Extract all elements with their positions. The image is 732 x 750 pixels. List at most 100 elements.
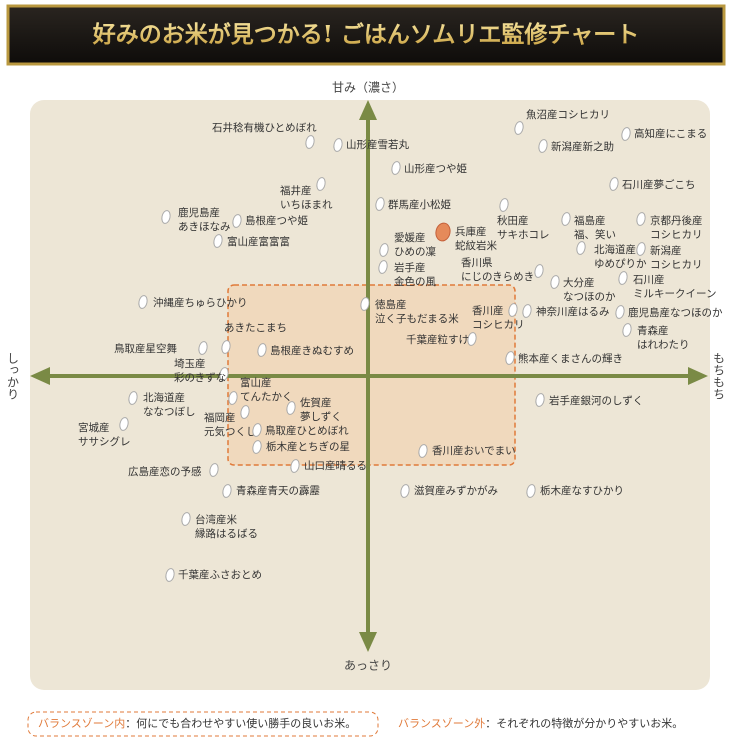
rice-grain — [576, 241, 586, 255]
rice-label: ササシグレ — [78, 435, 131, 448]
rice-grain — [252, 440, 262, 454]
header-title: 好みのお米が見つかる! ごはんソムリエ監修チャート — [92, 21, 639, 48]
rice-label: 蛇紋岩米 — [455, 239, 497, 252]
rice-label: にじのきらめき — [461, 271, 534, 283]
rice-grain — [621, 127, 631, 141]
rice-grain — [316, 177, 326, 191]
rice-grain — [119, 417, 129, 431]
rice-label: 鳥取産ひとめぼれ — [265, 424, 349, 437]
rice-label: 福島産 — [574, 214, 606, 227]
legend-outside: バランスゾーン外：それぞれの特徴が分かりやすいお米。 — [398, 716, 683, 730]
rice-label: コシヒカリ — [472, 319, 525, 331]
rice-grain — [514, 121, 524, 135]
axis-right-label: もちもち — [712, 352, 726, 400]
rice-label: ゆめぴりか — [594, 258, 647, 270]
rice-label: 福、笑い — [574, 228, 616, 241]
rice-label: 島根産つや姫 — [245, 214, 308, 227]
rice-grain — [209, 463, 219, 477]
rice-label: 滋賀産みずかがみ — [414, 484, 498, 497]
rice-grain — [252, 423, 262, 437]
rice-grain — [161, 210, 171, 224]
axes — [30, 100, 708, 652]
rice-label: 石川産 — [633, 273, 665, 286]
header-bar — [6, 4, 726, 66]
rice-grain — [221, 340, 231, 354]
rice-label: 宮城産 — [78, 421, 110, 434]
rice-label: 縁路はるばる — [195, 527, 258, 540]
rice-label: 元気つくし — [204, 425, 257, 438]
rice-label: 青森産青天の霹靂 — [236, 484, 320, 497]
legend-inside-text: ：何にでも合わせやすい使い勝手の良いお米。 — [125, 716, 356, 730]
rice-grain — [305, 135, 315, 149]
rice-grain — [550, 275, 560, 289]
rice-grain — [181, 512, 191, 526]
rice-label: コシヒカリ — [650, 259, 703, 271]
rice-grain — [535, 393, 545, 407]
axis-left-label: しっかり — [6, 352, 20, 400]
rice-label: 秋田産 — [497, 214, 529, 227]
rice-grain — [538, 139, 548, 153]
rice-grain — [522, 304, 532, 318]
rice-label: 石川産夢ごこち — [622, 178, 696, 191]
rice-label: 富山産 — [240, 376, 272, 389]
rice-label: 岩手産銀河のしずく — [549, 394, 643, 407]
rice-label: 高知産にこまる — [634, 127, 707, 140]
rice-grain — [240, 405, 250, 419]
rice-label: 佐賀産 — [300, 396, 332, 409]
rice-grain — [232, 214, 242, 228]
rice-label: 山口産晴るる — [304, 459, 367, 472]
rice-grain — [534, 264, 544, 278]
rice-grain — [198, 341, 208, 355]
rice-label: 石井稔有機ひとめぼれ — [212, 121, 317, 134]
rice-grain — [418, 444, 428, 458]
rice-label: 彩のきずな — [174, 372, 226, 384]
rice-label: あきたこまち — [224, 322, 287, 334]
rice-grain — [378, 260, 388, 274]
rice-grain — [615, 305, 625, 319]
rice-grain — [333, 138, 343, 152]
legend-outside-text: ：それぞれの特徴が分かりやすいお米。 — [485, 716, 683, 730]
rice-grain — [222, 484, 232, 498]
rice-label: 島根産きぬむすめ — [270, 344, 354, 357]
rice-grain — [213, 234, 223, 248]
rice-label: 栃木産とちぎの星 — [266, 440, 350, 453]
rice-label: 岩手産 — [394, 261, 426, 274]
rice-label: 福岡産 — [204, 411, 236, 424]
rice-label: 香川産おいでまい — [432, 444, 516, 457]
rice-label: 台湾産米 — [195, 513, 237, 526]
rice-label: てんたかく — [240, 391, 293, 403]
rice-label: 香川県 — [461, 257, 493, 269]
rice-label: 鹿児島産なつほのか — [628, 306, 723, 319]
rice-label: なつほのか — [563, 291, 616, 303]
rice-label: 泣く子もだまる米 — [375, 312, 459, 325]
rice-label: いちほまれ — [280, 199, 333, 211]
axis-bottom-label: あっさり — [344, 659, 392, 673]
legend-inside: バランスゾーン内：何にでも合わせやすい使い勝手の良いお米。 — [38, 716, 356, 730]
rice-label: 富山産富富富 — [227, 235, 290, 248]
rice-label: 鳥取産星空舞 — [114, 342, 177, 355]
rice-grain — [400, 484, 410, 498]
rice-grain — [636, 212, 646, 226]
rice-grain — [128, 391, 138, 405]
rice-label: 鹿児島産 — [178, 206, 220, 219]
rice-grain — [499, 198, 509, 212]
rice-grain — [257, 343, 267, 357]
rice-label: ひめの凜 — [394, 245, 436, 258]
rice-grain — [526, 484, 536, 498]
rice-label: 山形産つや姫 — [404, 162, 467, 175]
legend-inside-box — [27, 711, 379, 737]
rice-grain — [622, 323, 632, 337]
rice-label: 愛媛産 — [394, 231, 426, 244]
rice-label: 京都丹後産 — [650, 214, 703, 227]
rice-label: 金色の風 — [394, 275, 436, 288]
axis-top-label: 甘み（濃さ） — [332, 81, 404, 95]
rice-label: 新潟産新之助 — [551, 140, 614, 153]
rice-label: 魚沼産コシヒカリ — [526, 108, 610, 121]
rice-label: 沖縄産ちゅらひかり — [153, 296, 248, 309]
rice-label: 神奈川産はるみ — [536, 305, 610, 318]
rice-label: サキホコレ — [497, 229, 550, 241]
rice-label: 埼玉産 — [174, 357, 206, 370]
rice-label: 兵庫産 — [455, 225, 487, 238]
